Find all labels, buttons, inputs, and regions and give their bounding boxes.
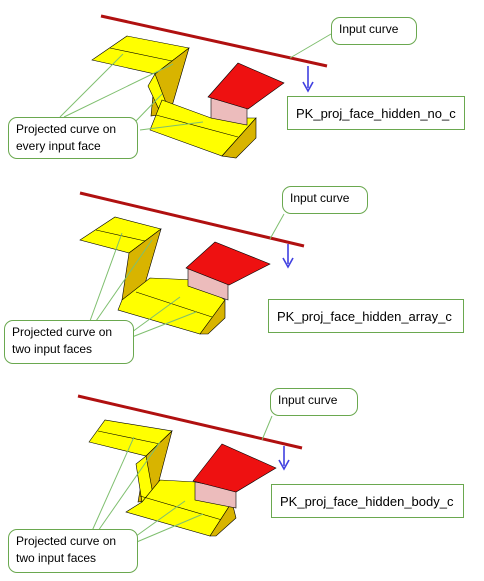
lower-side-face xyxy=(221,117,257,159)
panel-hidden-array: Input curve PK_proj_face_hidden_array_c … xyxy=(0,182,484,372)
projected-curve-callout: Projected curve on every input face xyxy=(8,117,138,159)
panel-hidden-body: Input curve PK_proj_face_hidden_body_c P… xyxy=(0,384,484,581)
red-top-face xyxy=(192,443,277,493)
upper-face-divider xyxy=(109,47,173,62)
input-curve-callout: Input curve xyxy=(270,388,358,416)
panel-1-diagram xyxy=(59,14,332,159)
projected-leader-3 xyxy=(134,93,163,123)
option-label-box: PK_proj_face_hidden_no_c xyxy=(287,96,465,130)
panel-3-diagram xyxy=(77,394,303,545)
projection-arrow-head xyxy=(278,459,290,471)
projected-leader-2 xyxy=(63,63,174,118)
upper-face-divider xyxy=(95,229,146,242)
option-label-box: PK_proj_face_hidden_array_c xyxy=(268,299,464,333)
projected-leader-4 xyxy=(131,513,204,545)
input-curve xyxy=(79,191,305,248)
lower-face-divider xyxy=(139,495,223,521)
input-curve xyxy=(77,394,303,450)
projection-arrow-head xyxy=(302,81,314,93)
panel-2-diagram xyxy=(79,191,305,338)
option-label-box: PK_proj_face_hidden_body_c xyxy=(271,484,464,518)
projection-arrow-head xyxy=(282,257,294,269)
panel-hidden-no: Input curve PK_proj_face_hidden_no_c Pro… xyxy=(0,0,484,190)
projected-curve-callout: Projected curve on two input faces xyxy=(4,320,134,364)
upper-face-divider xyxy=(97,430,161,445)
red-top-face xyxy=(185,241,271,286)
projected-leader-1 xyxy=(59,53,124,118)
lower-side-face xyxy=(209,501,237,537)
lower-face-divider xyxy=(155,114,239,138)
projected-leader-1 xyxy=(91,436,135,532)
input-curve-leader xyxy=(261,415,273,441)
red-top-face xyxy=(207,62,285,110)
projected-curve-callout: Projected curve on two input faces xyxy=(8,529,138,573)
input-curve xyxy=(100,14,328,68)
projected-leader-4 xyxy=(131,311,197,338)
input-curve-callout: Input curve xyxy=(331,17,417,45)
projected-leader-4 xyxy=(139,121,204,131)
projected-leader-3 xyxy=(131,296,181,333)
input-curve-leader xyxy=(269,213,285,240)
input-curve-leader xyxy=(289,33,332,59)
lower-side-face xyxy=(199,299,226,335)
projected-leader-1 xyxy=(89,232,123,322)
projected-leader-2 xyxy=(97,441,161,532)
projected-leader-2 xyxy=(95,239,153,322)
input-curve-callout: Input curve xyxy=(282,186,368,214)
lower-face-divider xyxy=(135,291,213,318)
projected-leader-3 xyxy=(131,500,186,540)
